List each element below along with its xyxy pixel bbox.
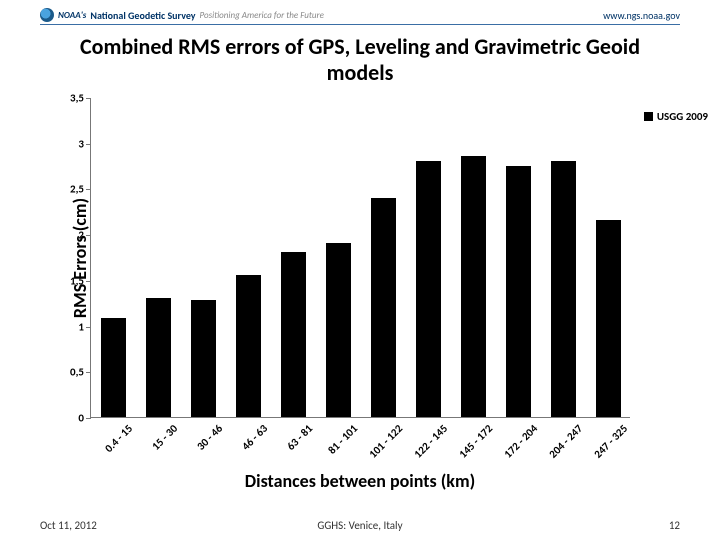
y-tick-label: 0,5 bbox=[70, 366, 84, 379]
y-tick-mark bbox=[86, 144, 91, 145]
chart-bar bbox=[236, 275, 261, 417]
y-tick-mark bbox=[86, 281, 91, 282]
y-tick-label: 1,5 bbox=[70, 274, 84, 287]
y-tick-mark bbox=[86, 327, 91, 328]
header-url: www.ngs.noaa.gov bbox=[603, 9, 680, 22]
x-axis-label: Distances between points (km) bbox=[0, 470, 720, 492]
chart-plot: 00,511,522,533,50.4 - 1515 - 3030 - 4646… bbox=[90, 98, 630, 418]
y-tick-mark bbox=[86, 98, 91, 99]
legend-swatch-icon bbox=[644, 112, 653, 121]
chart-bar bbox=[371, 198, 396, 417]
chart-bar bbox=[146, 298, 171, 417]
y-axis-label: RMS Errors (cm) bbox=[69, 198, 91, 318]
footer-venue: GGHS: Venice, Italy bbox=[0, 519, 720, 532]
y-tick-label: 3,5 bbox=[70, 92, 84, 105]
y-tick-mark bbox=[86, 372, 91, 373]
y-tick-label: 0 bbox=[78, 412, 84, 425]
chart-bar bbox=[101, 318, 126, 417]
agency-abbrev: NOAA's bbox=[58, 10, 86, 21]
noaa-logo-icon bbox=[40, 8, 54, 22]
chart-bar bbox=[326, 243, 351, 417]
y-tick-mark bbox=[86, 189, 91, 190]
chart-bar bbox=[506, 166, 531, 417]
legend-series-label: USGG 2009 bbox=[657, 110, 708, 123]
y-tick-label: 2 bbox=[78, 229, 84, 242]
header-divider bbox=[40, 24, 680, 25]
chart-legend: USGG 2009 bbox=[644, 110, 708, 123]
agency-tagline: Positioning America for the Future bbox=[200, 10, 324, 21]
y-tick-label: 2,5 bbox=[70, 183, 84, 196]
y-tick-mark bbox=[86, 418, 91, 419]
chart-bar bbox=[281, 252, 306, 417]
chart-area: RMS Errors (cm) 00,511,522,533,50.4 - 15… bbox=[70, 98, 630, 418]
y-tick-label: 3 bbox=[78, 137, 84, 150]
chart-bar bbox=[596, 220, 621, 417]
agency-name: National Geodetic Survey bbox=[90, 9, 195, 22]
chart-title: Combined RMS errors of GPS, Leveling and… bbox=[0, 34, 720, 87]
header-left: NOAA's National Geodetic Survey Position… bbox=[40, 8, 324, 22]
chart-bar bbox=[416, 161, 441, 417]
y-tick-mark bbox=[86, 235, 91, 236]
y-tick-label: 1 bbox=[78, 320, 84, 333]
chart-bar bbox=[551, 161, 576, 417]
chart-bar bbox=[191, 300, 216, 417]
page-header: NOAA's National Geodetic Survey Position… bbox=[40, 6, 680, 24]
chart-bar bbox=[461, 156, 486, 417]
